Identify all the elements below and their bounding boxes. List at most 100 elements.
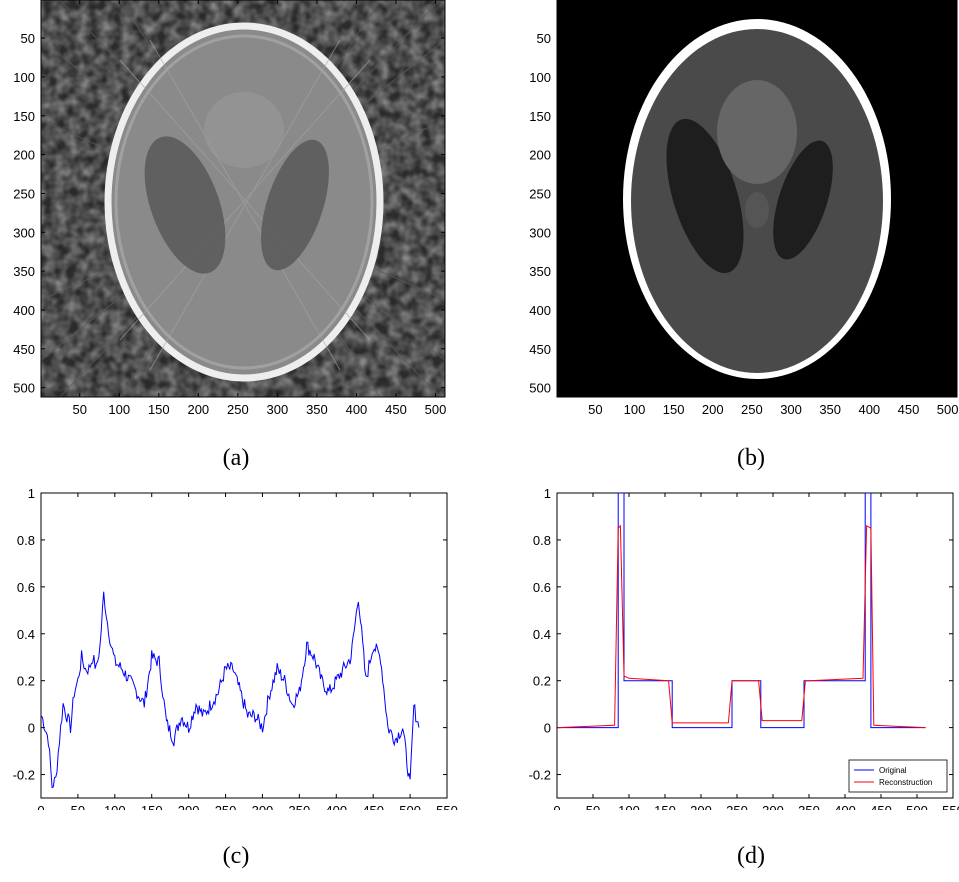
x-tick-label-a-8: 450	[385, 402, 407, 417]
y-tick-label-b-8: 450	[529, 342, 551, 357]
x-tick-label-c-5: 250	[215, 803, 237, 810]
y-tick-label-b-0: 50	[537, 31, 551, 46]
caption-c: (c)	[222, 843, 250, 869]
axes-d: 0 50 100 150 200 250 300 350 400 450 500 550 -0.2 0 0.…	[529, 486, 959, 810]
y-tick-label-a-6: 350	[13, 264, 35, 279]
image-b-content	[557, 0, 957, 397]
y-tick-label-a-0: 50	[21, 31, 35, 46]
x-tick-label-b-6: 350	[819, 402, 841, 417]
y-tick-label-b-9: 500	[529, 381, 551, 396]
axes-a: 50 100 150 200 250 300 350 400 450 500 50 100 150 200…	[13, 0, 446, 417]
y-tick-label-b-3: 200	[529, 148, 551, 163]
plot-area-c	[41, 591, 420, 789]
x-tick-label-c-4: 200	[178, 803, 200, 810]
image-a-content	[41, 0, 445, 397]
series-line-c-0	[41, 591, 420, 789]
x-tick-label-d-6: 300	[762, 803, 784, 810]
x-tick-label-a-9: 500	[425, 402, 447, 417]
y-tick-label-a-2: 150	[13, 109, 35, 124]
series-line-d-1	[557, 524, 926, 729]
x-tick-label-c-2: 100	[104, 803, 126, 810]
x-tick-label-c-1: 50	[71, 803, 85, 810]
x-tick-label-d-8: 400	[834, 803, 856, 810]
y-tick-label-d-3: 0.4	[533, 627, 551, 642]
x-tick-label-d-1: 50	[586, 803, 600, 810]
y-tick-label-a-8: 450	[13, 342, 35, 357]
x-tick-label-a-3: 200	[187, 402, 209, 417]
x-tick-label-b-7: 400	[858, 402, 880, 417]
x-tick-label-d-5: 250	[726, 803, 748, 810]
x-tick-label-c-10: 500	[399, 803, 421, 810]
y-tick-label-a-1: 100	[13, 70, 35, 85]
y-tick-label-c-1: 0	[28, 721, 35, 736]
x-tick-label-d-2: 100	[618, 803, 640, 810]
y-tick-label-c-2: 0.2	[17, 674, 35, 689]
x-tick-label-a-1: 100	[108, 402, 130, 417]
x-tick-label-d-0: 0	[553, 803, 560, 810]
x-tick-label-c-6: 300	[252, 803, 274, 810]
y-tick-label-d-0: -0.2	[529, 768, 551, 783]
y-tick-label-a-5: 300	[13, 225, 35, 240]
y-tick-label-d-1: 0	[544, 721, 551, 736]
y-tick-label-b-7: 400	[529, 303, 551, 318]
x-tick-label-b-1: 100	[624, 402, 646, 417]
y-tick-label-d-4: 0.6	[533, 580, 551, 595]
x-tick-label-a-2: 150	[148, 402, 170, 417]
y-tick-label-d-6: 1	[544, 486, 551, 501]
plot-area-d	[557, 493, 926, 729]
caption-a: (a)	[222, 445, 250, 471]
axes-b: 50 100 150 200 250 300 350 400 450 500 50 100 150 200…	[529, 0, 958, 417]
y-tick-label-c-5: 0.8	[17, 533, 35, 548]
x-tick-label-c-11: 550	[436, 803, 458, 810]
axes-c: 0 50 100 150 200 250 300 350 400 450 500 550 -0.2 0 0.…	[13, 486, 458, 810]
y-tick-label-a-9: 500	[13, 381, 35, 396]
x-tick-label-c-8: 400	[325, 803, 347, 810]
legend-box	[848, 759, 948, 793]
y-tick-label-c-3: 0.4	[17, 627, 35, 642]
x-tick-label-b-3: 200	[702, 402, 724, 417]
x-tick-label-a-4: 250	[227, 402, 249, 417]
y-tick-label-a-3: 200	[13, 148, 35, 163]
x-tick-label-b-2: 150	[663, 402, 685, 417]
x-tick-label-a-5: 300	[267, 402, 289, 417]
y-tick-label-d-2: 0.2	[533, 674, 551, 689]
x-tick-label-b-0: 50	[588, 402, 602, 417]
y-tick-label-c-4: 0.6	[17, 580, 35, 595]
y-tick-label-c-0: -0.2	[13, 768, 35, 783]
y-tick-label-c-6: 1	[28, 486, 35, 501]
line-chart-panel-d: 0 50 100 150 200 250 300 350 400 450 500 550 -0.2 0 0.…	[529, 486, 959, 810]
legend-label-0: Original	[879, 766, 907, 775]
x-tick-label-a-0: 50	[73, 402, 87, 417]
x-tick-label-c-7: 350	[289, 803, 311, 810]
y-tick-label-b-4: 250	[529, 186, 551, 201]
caption-b: (b)	[737, 445, 765, 471]
image-panel-a: 50 100 150 200 250 300 350 400 450 500 50 100 150 200…	[13, 0, 446, 417]
x-tick-label-b-4: 250	[741, 402, 763, 417]
x-tick-label-d-7: 350	[798, 803, 820, 810]
x-tick-label-b-8: 450	[898, 402, 920, 417]
y-tick-label-b-5: 300	[529, 225, 551, 240]
x-tick-label-a-6: 350	[306, 402, 328, 417]
x-tick-label-d-11: 550	[942, 803, 959, 810]
x-tick-label-c-9: 450	[362, 803, 384, 810]
x-tick-label-b-5: 300	[780, 402, 802, 417]
x-tick-label-b-9: 500	[937, 402, 959, 417]
x-tick-label-a-7: 400	[346, 402, 368, 417]
line-chart-panel-c: 0 50 100 150 200 250 300 350 400 450 500 550 -0.2 0 0.…	[13, 486, 458, 810]
image-panel-b: 50 100 150 200 250 300 350 400 450 500 50 100 150 200…	[529, 0, 958, 417]
legend-d: Original Reconstruction	[848, 759, 948, 793]
y-tick-label-a-4: 250	[13, 186, 35, 201]
legend-label-1: Reconstruction	[879, 778, 932, 787]
y-tick-label-b-1: 100	[529, 70, 551, 85]
x-tick-label-c-3: 150	[141, 803, 163, 810]
x-tick-label-d-10: 500	[906, 803, 928, 810]
x-tick-label-c-0: 0	[37, 803, 44, 810]
caption-d: (d)	[737, 843, 765, 869]
x-tick-label-d-9: 450	[870, 803, 892, 810]
x-tick-label-d-4: 200	[690, 803, 712, 810]
y-tick-label-b-6: 350	[529, 264, 551, 279]
y-tick-label-b-2: 150	[529, 109, 551, 124]
y-tick-label-d-5: 0.8	[533, 533, 551, 548]
y-tick-label-a-7: 400	[13, 303, 35, 318]
x-tick-label-d-3: 150	[654, 803, 676, 810]
